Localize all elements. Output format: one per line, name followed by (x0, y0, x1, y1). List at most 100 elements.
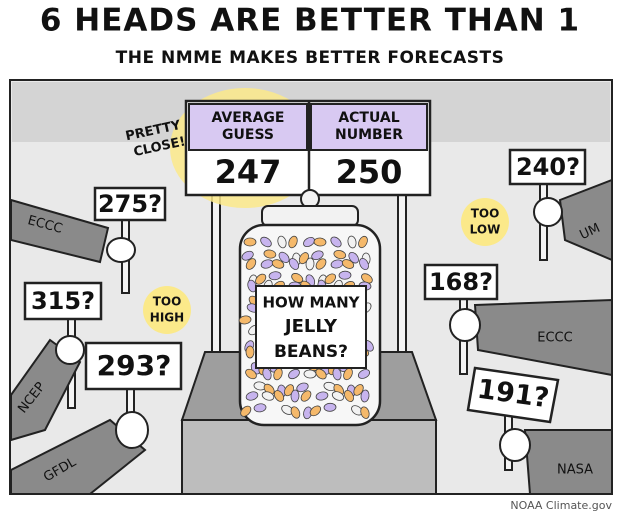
jelly-bean (240, 405, 252, 417)
title: 6 HEADS ARE BETTER THAN 1 (40, 3, 580, 39)
sign (93, 186, 167, 222)
board-header (310, 103, 428, 151)
jelly-bean (238, 315, 252, 325)
hand (499, 428, 531, 462)
jelly-bean (344, 390, 354, 402)
jelly-bean (263, 249, 277, 259)
jelly-bean (290, 406, 301, 419)
subtitle: THE NMME MAKES BETTER FORECASTS (116, 48, 505, 68)
guess: 240? (516, 153, 580, 181)
jelly-bean (245, 345, 255, 359)
jar-lid (261, 205, 359, 227)
jelly-bean (309, 405, 322, 417)
jelly-bean (255, 273, 267, 285)
jelly-bean (245, 391, 259, 401)
jelly-bean (260, 236, 272, 248)
board-post (397, 189, 407, 356)
board-label: AVERAGE (212, 110, 285, 126)
scoreboard: AVERAGE GUESS ACTUAL NUMBER 247 250 (184, 99, 432, 197)
hand (55, 335, 85, 365)
jelly-bean (247, 279, 257, 293)
hand (106, 237, 136, 263)
sign (423, 263, 499, 301)
jelly-bean (245, 368, 257, 380)
jelly-bean (271, 259, 285, 269)
jelly-bean (324, 273, 337, 285)
model-name: NASA (557, 463, 593, 478)
pedestal (181, 419, 437, 495)
jar-text: HOW MANY (262, 294, 360, 312)
jelly-bean (277, 235, 287, 249)
model-name: ECCC (537, 331, 572, 346)
sign (23, 281, 103, 321)
note-bubble (461, 198, 509, 246)
note: LOW (470, 223, 501, 237)
jelly-bean (331, 391, 345, 401)
jelly-bean (338, 270, 352, 280)
jelly-bean (245, 258, 257, 270)
board-value: 250 (336, 153, 403, 191)
board-value: 247 (215, 153, 282, 191)
hand (449, 308, 481, 342)
note: TOO (471, 207, 500, 221)
sleeve (558, 178, 613, 262)
note: HIGH (150, 311, 184, 325)
guess: 168? (429, 268, 493, 296)
jelly-bean (288, 368, 300, 380)
guess: 315? (31, 287, 95, 315)
jelly-bean (253, 403, 267, 413)
sleeve (10, 338, 82, 442)
note-bubble (143, 286, 191, 334)
jelly-bean (288, 235, 298, 249)
jelly-bean (300, 390, 312, 402)
jelly-bean (241, 250, 254, 261)
jelly-bean (348, 251, 359, 264)
hand (533, 197, 563, 227)
jelly-bean (288, 258, 300, 270)
jelly-bean (305, 257, 315, 271)
jelly-bean (315, 368, 327, 380)
jelly-bean (341, 259, 355, 269)
jelly-bean (296, 382, 309, 393)
note: TOO (153, 295, 182, 309)
jelly-bean (333, 249, 347, 260)
jelly-bean (330, 236, 342, 248)
jelly-bean (303, 236, 315, 248)
sleeve (523, 429, 613, 495)
sign (508, 148, 587, 186)
jelly-bean (273, 390, 285, 402)
board-label: ACTUAL (338, 110, 399, 126)
jelly-bean (357, 369, 371, 379)
credit: NOAA Climate.gov (510, 499, 612, 512)
jelly-bean (359, 257, 369, 271)
sign (84, 341, 183, 391)
board-label: GUESS (222, 127, 274, 143)
jelly-bean (261, 391, 275, 401)
board-post (211, 189, 221, 356)
jelly-bean (313, 237, 327, 247)
jelly-bean (268, 271, 282, 281)
jelly-bean (360, 406, 370, 419)
jelly-bean (347, 235, 357, 249)
board-header (188, 103, 308, 151)
jar-text: BEANS? (274, 342, 348, 362)
jar-label (255, 285, 367, 369)
jelly-bean (315, 391, 329, 401)
guess: 275? (98, 190, 162, 218)
jelly-bean (315, 258, 327, 270)
guess: 293? (97, 349, 172, 382)
jelly-bean (243, 237, 257, 247)
jar-text: JELLY (283, 316, 338, 337)
jelly-bean (323, 402, 337, 412)
jelly-bean (360, 389, 370, 403)
jelly-bean (358, 235, 368, 249)
sign (466, 366, 560, 424)
sleeve (10, 198, 110, 264)
jelly-bean (290, 389, 300, 403)
jelly-bean (311, 250, 324, 260)
board-label: NUMBER (335, 127, 403, 143)
jelly-bean (278, 251, 290, 263)
